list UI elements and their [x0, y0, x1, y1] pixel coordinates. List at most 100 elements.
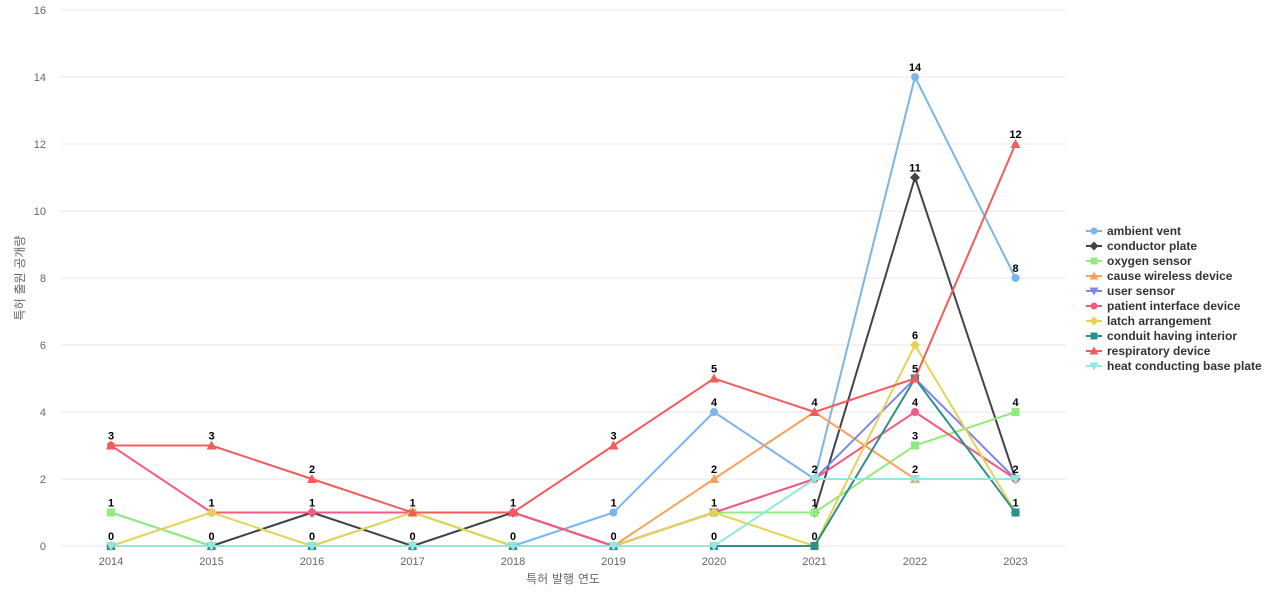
legend-item[interactable]: user sensor: [1086, 284, 1175, 298]
data-point: [810, 542, 819, 550]
legend-label: latch arrangement: [1107, 314, 1211, 328]
legend-marker: [1090, 227, 1098, 235]
data-label: 2: [811, 464, 817, 476]
data-point: [508, 507, 518, 517]
y-tick-label: 16: [34, 5, 46, 17]
data-point: [709, 474, 719, 483]
x-axis-title: 특허 발행 연도: [526, 571, 600, 586]
data-label: 1: [309, 498, 315, 510]
data-label: 5: [711, 364, 717, 376]
legend-item[interactable]: latch arrangement: [1086, 314, 1211, 328]
legend-item[interactable]: conduit having interior: [1086, 329, 1237, 343]
data-label: 0: [610, 531, 616, 543]
data-label: 3: [912, 431, 918, 443]
y-tick-label: 10: [34, 206, 46, 218]
y-tick-label: 8: [40, 273, 46, 285]
data-label: 1: [711, 498, 717, 510]
data-point: [308, 508, 316, 517]
legend-item[interactable]: cause wireless device: [1086, 269, 1233, 283]
x-tick-label: 2021: [802, 556, 826, 568]
data-point: [106, 440, 116, 450]
data-point: [910, 475, 920, 484]
x-tick-label: 2017: [400, 556, 424, 568]
legend-item[interactable]: conductor plate: [1086, 239, 1197, 253]
legend-label: oxygen sensor: [1107, 254, 1192, 268]
x-tick-label: 2016: [300, 556, 324, 568]
data-point: [710, 408, 718, 416]
data-point: [1011, 508, 1020, 517]
legend-item[interactable]: respiratory device: [1086, 344, 1211, 358]
legend-marker: [1089, 316, 1099, 326]
data-point: [911, 73, 919, 81]
x-tick-label: 2014: [99, 556, 123, 568]
x-tick-label: 2018: [501, 556, 525, 568]
legend-item[interactable]: patient interface device: [1086, 299, 1241, 313]
legend-marker: [1090, 257, 1098, 265]
legend-label: heat conducting base plate: [1107, 359, 1262, 373]
data-label: 14: [909, 62, 922, 74]
data-label: 1: [811, 498, 817, 510]
x-tick-label: 2015: [199, 556, 223, 568]
legend-label: respiratory device: [1107, 344, 1211, 358]
data-label: 1: [610, 498, 616, 510]
data-label: 3: [208, 431, 214, 443]
legend-label: patient interface device: [1107, 299, 1241, 313]
legend-item[interactable]: oxygen sensor: [1086, 254, 1192, 268]
series-line: [111, 143, 1017, 514]
y-axis-title: 특허 출원 공개량: [13, 236, 27, 321]
series-line: [111, 478, 1016, 547]
data-point: [608, 440, 619, 450]
legend-item[interactable]: ambient vent: [1086, 224, 1181, 238]
data-point: [107, 508, 115, 517]
data-point: [508, 542, 518, 551]
data-label: 3: [108, 431, 114, 443]
data-point: [1010, 475, 1021, 484]
y-tick-label: 2: [40, 474, 46, 486]
data-label: 3: [610, 431, 616, 443]
data-label: 12: [1009, 129, 1021, 141]
data-point: [911, 441, 919, 450]
data-point: [307, 474, 317, 483]
data-point: [609, 508, 618, 517]
data-label: 1: [409, 498, 415, 510]
series-line: [110, 344, 1017, 547]
series-conductor-plate: [106, 172, 1021, 551]
data-point: [407, 542, 418, 551]
legend-marker: [1089, 346, 1099, 355]
data-label: 2: [711, 464, 717, 476]
data-point: [307, 542, 317, 551]
data-label: 4: [912, 397, 919, 409]
data-label: 0: [510, 531, 516, 543]
data-point: [910, 373, 920, 383]
data-point: [206, 507, 217, 518]
data-label: 4: [1012, 397, 1019, 409]
series-line: [110, 76, 1017, 547]
data-point: [206, 440, 217, 450]
data-label: 8: [1012, 263, 1018, 275]
data-point: [709, 507, 719, 518]
data-label: 11: [909, 163, 921, 175]
series-heat-conducting-base-plate: [106, 475, 1021, 551]
legend-marker: [1089, 362, 1099, 371]
series-lines: [106, 73, 1021, 551]
data-label: 0: [711, 531, 717, 543]
data-point: [709, 373, 719, 383]
y-tick-label: 12: [34, 139, 46, 151]
legend-marker: [1089, 271, 1099, 280]
series-line: [111, 377, 1017, 547]
y-tick-label: 14: [34, 72, 46, 84]
data-point: [608, 542, 619, 551]
legend-item[interactable]: heat conducting base plate: [1086, 359, 1262, 373]
data-point: [1010, 139, 1021, 148]
data-point: [809, 407, 820, 416]
x-tick-label: 2020: [702, 556, 726, 568]
data-point: [206, 542, 217, 551]
x-tick-label: 2023: [1003, 556, 1027, 568]
series-respiratory-device: [106, 139, 1021, 517]
y-tick-label: 0: [40, 541, 46, 553]
series-latch-arrangement: [106, 340, 1021, 551]
data-label: 6: [912, 330, 918, 342]
data-point: [1011, 274, 1020, 282]
data-point: [709, 542, 719, 551]
